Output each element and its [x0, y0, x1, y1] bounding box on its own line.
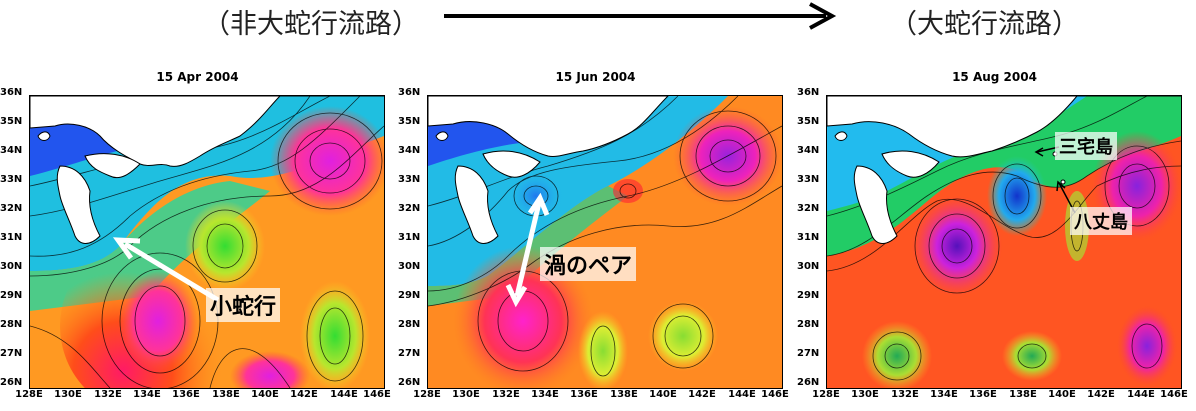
- x-tick: 134E: [133, 389, 161, 400]
- miyakejima-label: 三宅島: [1055, 132, 1117, 160]
- y-tick: 26N: [0, 377, 23, 388]
- map-panel-jun: 15 Jun 2004: [398, 70, 793, 411]
- x-tick: 142E: [688, 389, 716, 400]
- y-tick: 31N: [0, 232, 23, 243]
- x-tick: 140E: [251, 389, 279, 400]
- x-tick: 136E: [172, 389, 200, 400]
- ssh-map: [427, 95, 783, 389]
- panel-title: 15 Jun 2004: [555, 70, 636, 84]
- x-tick: 140E: [649, 389, 677, 400]
- panel-title: 15 Apr 2004: [156, 70, 239, 84]
- y-tick: 36N: [797, 87, 820, 98]
- x-tick: 128E: [413, 389, 441, 400]
- x-tick: 142E: [290, 389, 318, 400]
- x-tick: 134E: [930, 389, 958, 400]
- large-meander-label: （大蛇行流路）: [890, 9, 1079, 40]
- x-tick: 130E: [54, 389, 82, 400]
- ssh-map: [826, 95, 1182, 389]
- y-tick: 28N: [398, 319, 421, 330]
- panel-title: 15 Aug 2004: [952, 70, 1037, 84]
- y-tick: 28N: [797, 319, 820, 330]
- x-tick: 128E: [812, 389, 840, 400]
- map-panel-aug: 15 Aug 2004: [797, 70, 1192, 411]
- y-tick: 29N: [0, 290, 23, 301]
- ssh-map: [29, 95, 385, 389]
- non-large-meander-label: （非大蛇行流路）: [203, 9, 419, 40]
- y-tick: 33N: [797, 174, 820, 185]
- x-tick: 130E: [452, 389, 480, 400]
- y-tick: 28N: [0, 319, 23, 330]
- x-tick: 138E: [1009, 389, 1037, 400]
- y-tick: 26N: [398, 377, 421, 388]
- x-tick: 146E: [1160, 389, 1188, 400]
- map-panel-apr: 15 Apr 2004: [0, 70, 395, 411]
- x-tick: 144E: [330, 389, 358, 400]
- y-tick: 27N: [797, 348, 820, 359]
- x-tick: 138E: [212, 389, 240, 400]
- y-tick: 29N: [797, 290, 820, 301]
- y-tick: 30N: [0, 261, 23, 272]
- y-tick: 26N: [797, 377, 820, 388]
- x-tick: 134E: [531, 389, 559, 400]
- transition-arrow: [444, 2, 837, 30]
- y-tick: 32N: [0, 203, 23, 214]
- y-tick: 33N: [0, 174, 23, 185]
- y-tick: 27N: [398, 348, 421, 359]
- y-tick: 27N: [0, 348, 23, 359]
- hachijojima-label: 八丈島: [1070, 207, 1132, 235]
- x-tick: 130E: [851, 389, 879, 400]
- y-tick: 30N: [398, 261, 421, 272]
- eddy-pair-callout: 渦のペア: [540, 247, 637, 281]
- x-tick: 132E: [94, 389, 122, 400]
- y-tick: 36N: [0, 87, 23, 98]
- x-tick: 140E: [1048, 389, 1076, 400]
- y-tick: 33N: [398, 174, 421, 185]
- x-tick: 144E: [1127, 389, 1155, 400]
- x-tick: 138E: [610, 389, 638, 400]
- y-tick: 34N: [0, 145, 23, 156]
- y-tick: 34N: [398, 145, 421, 156]
- y-tick: 31N: [398, 232, 421, 243]
- y-tick: 35N: [0, 116, 23, 127]
- x-tick: 144E: [728, 389, 756, 400]
- y-tick: 31N: [797, 232, 820, 243]
- x-tick: 132E: [891, 389, 919, 400]
- y-tick: 36N: [398, 87, 421, 98]
- x-tick: 128E: [15, 389, 43, 400]
- y-tick: 35N: [797, 116, 820, 127]
- x-tick: 146E: [761, 389, 789, 400]
- y-tick: 32N: [398, 203, 421, 214]
- y-tick: 35N: [398, 116, 421, 127]
- x-tick: 136E: [570, 389, 598, 400]
- y-tick: 32N: [797, 203, 820, 214]
- x-tick: 136E: [969, 389, 997, 400]
- x-tick: 146E: [363, 389, 391, 400]
- small-meander-callout: 小蛇行: [206, 288, 281, 322]
- y-tick: 34N: [797, 145, 820, 156]
- y-tick: 29N: [398, 290, 421, 301]
- x-tick: 132E: [492, 389, 520, 400]
- y-tick: 30N: [797, 261, 820, 272]
- x-tick: 142E: [1087, 389, 1115, 400]
